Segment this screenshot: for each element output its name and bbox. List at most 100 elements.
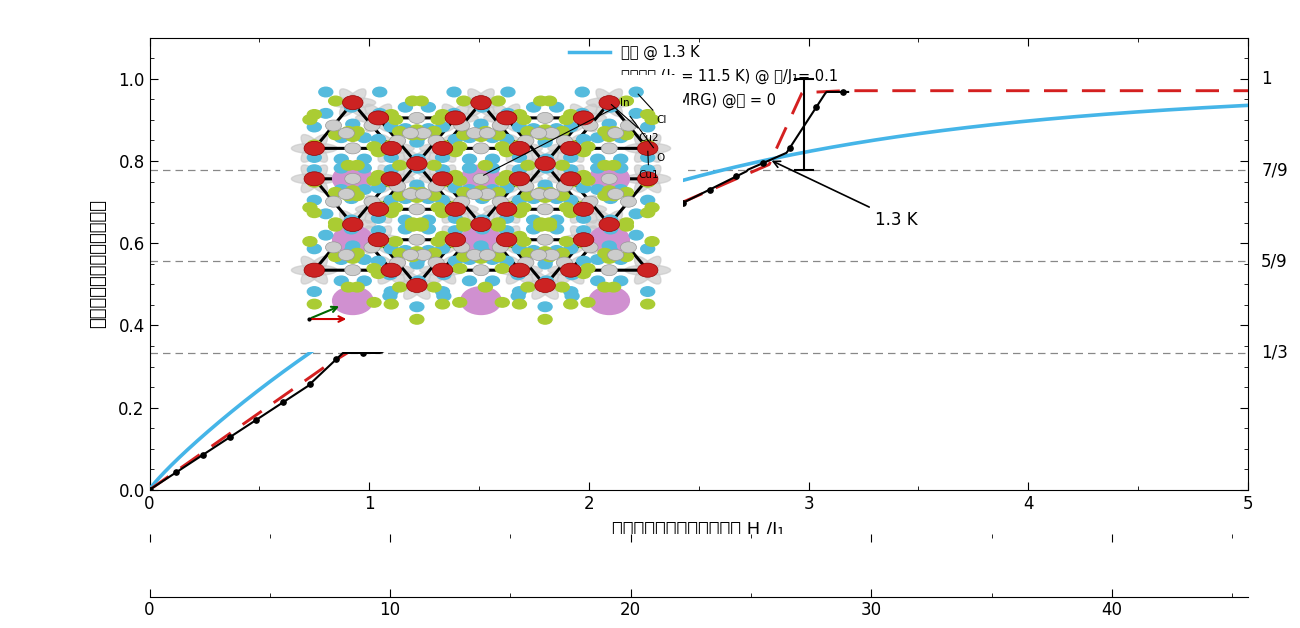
Ellipse shape — [378, 134, 404, 162]
Circle shape — [318, 230, 333, 240]
Circle shape — [428, 127, 441, 136]
Circle shape — [334, 276, 348, 286]
Circle shape — [456, 252, 471, 261]
Circle shape — [641, 122, 655, 132]
Ellipse shape — [494, 195, 520, 223]
Ellipse shape — [394, 158, 439, 169]
Circle shape — [542, 96, 556, 106]
Circle shape — [372, 134, 385, 144]
Ellipse shape — [494, 195, 520, 223]
Circle shape — [428, 181, 445, 192]
Circle shape — [436, 140, 450, 149]
Circle shape — [463, 154, 477, 164]
Circle shape — [463, 133, 477, 143]
Ellipse shape — [378, 256, 404, 284]
Ellipse shape — [634, 256, 660, 284]
Circle shape — [358, 276, 372, 286]
Circle shape — [500, 109, 515, 118]
Circle shape — [534, 188, 547, 197]
Circle shape — [415, 249, 432, 261]
Ellipse shape — [302, 134, 328, 162]
Circle shape — [641, 140, 655, 149]
Circle shape — [329, 130, 342, 139]
Circle shape — [364, 120, 380, 131]
Circle shape — [344, 224, 359, 234]
Circle shape — [333, 226, 373, 254]
Ellipse shape — [532, 271, 559, 300]
Circle shape — [540, 163, 554, 173]
Circle shape — [473, 264, 489, 276]
Circle shape — [517, 203, 530, 212]
Circle shape — [407, 156, 428, 171]
Ellipse shape — [494, 226, 520, 254]
Circle shape — [358, 163, 372, 173]
Text: 1.3 K: 1.3 K — [774, 161, 916, 229]
Circle shape — [473, 173, 489, 185]
Circle shape — [534, 96, 547, 106]
Circle shape — [637, 141, 658, 155]
Circle shape — [452, 264, 467, 273]
Circle shape — [415, 188, 428, 197]
Circle shape — [620, 120, 637, 131]
Circle shape — [564, 195, 577, 205]
Circle shape — [555, 283, 569, 292]
Circle shape — [390, 135, 406, 146]
Circle shape — [338, 188, 355, 200]
Circle shape — [411, 276, 425, 286]
Circle shape — [329, 188, 342, 197]
Circle shape — [543, 249, 559, 261]
Circle shape — [517, 181, 534, 192]
Circle shape — [543, 127, 559, 139]
Ellipse shape — [433, 234, 478, 245]
Circle shape — [421, 124, 436, 133]
Circle shape — [629, 230, 644, 240]
Circle shape — [512, 153, 527, 162]
Circle shape — [607, 188, 624, 200]
Ellipse shape — [625, 143, 671, 154]
Ellipse shape — [484, 204, 529, 215]
Circle shape — [577, 269, 590, 278]
Circle shape — [566, 170, 578, 179]
Circle shape — [406, 188, 420, 197]
Ellipse shape — [458, 219, 504, 230]
Circle shape — [393, 191, 407, 200]
Circle shape — [497, 202, 517, 216]
Circle shape — [462, 226, 502, 254]
Circle shape — [590, 133, 605, 143]
Circle shape — [555, 191, 569, 200]
Circle shape — [476, 194, 489, 203]
Circle shape — [598, 191, 612, 200]
Ellipse shape — [429, 134, 456, 162]
Circle shape — [607, 127, 620, 136]
Ellipse shape — [595, 210, 623, 239]
Ellipse shape — [634, 134, 660, 162]
Circle shape — [393, 249, 407, 258]
Circle shape — [478, 127, 493, 136]
Circle shape — [456, 218, 471, 227]
Circle shape — [437, 270, 451, 279]
Circle shape — [645, 203, 659, 212]
Circle shape — [318, 87, 333, 97]
Circle shape — [463, 276, 477, 286]
Circle shape — [411, 154, 425, 164]
Circle shape — [406, 218, 420, 227]
Circle shape — [620, 196, 637, 207]
Circle shape — [499, 214, 514, 223]
Circle shape — [421, 224, 436, 234]
Circle shape — [398, 102, 412, 112]
Ellipse shape — [506, 134, 533, 162]
Circle shape — [637, 172, 658, 186]
Ellipse shape — [468, 210, 494, 239]
Circle shape — [372, 201, 385, 210]
Circle shape — [415, 127, 432, 139]
Ellipse shape — [433, 204, 478, 215]
Circle shape — [538, 302, 552, 311]
Circle shape — [307, 178, 321, 187]
Circle shape — [436, 195, 450, 205]
Circle shape — [540, 185, 554, 194]
Circle shape — [512, 195, 527, 205]
Circle shape — [542, 222, 556, 231]
Circle shape — [448, 214, 463, 223]
Circle shape — [590, 185, 605, 194]
Ellipse shape — [506, 165, 533, 193]
